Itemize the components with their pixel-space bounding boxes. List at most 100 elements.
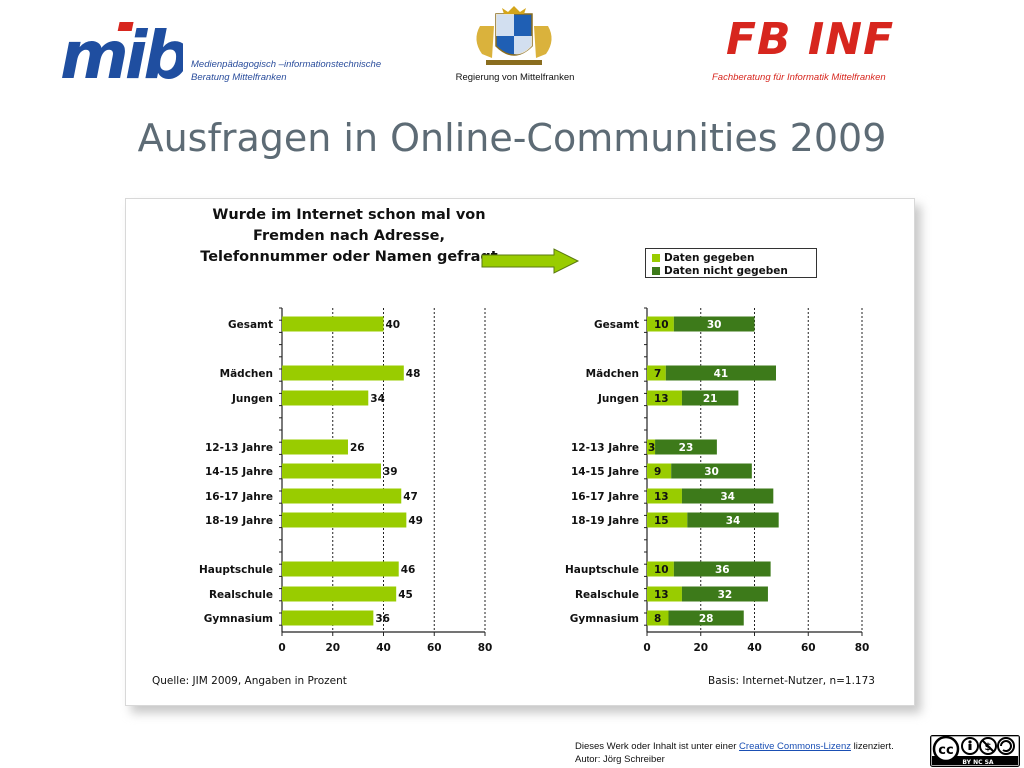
right-bar-value-label: 36 [715, 564, 730, 576]
right-stacked-bar-not-given [681, 586, 768, 602]
author-line: Autor: Jörg Schreiber [575, 754, 665, 765]
left-bar-value-label: 40 [386, 319, 401, 331]
right-x-tick-label: 40 [747, 642, 762, 654]
right-category-label: Hauptschule [565, 564, 639, 576]
right-bar-value-label: 28 [699, 613, 714, 625]
left-x-tick-label: 60 [427, 642, 442, 654]
legend-swatch-given [652, 253, 660, 262]
right-stacked-bar-not-given [673, 561, 771, 577]
right-stacked-bar-not-given [655, 439, 717, 455]
left-category-label: Jungen [231, 393, 273, 405]
left-bar [282, 463, 381, 479]
right-bar-value-label: 34 [720, 491, 735, 503]
right-stacked-bar-given [647, 610, 669, 626]
right-bar-value-label: 9 [654, 466, 661, 478]
license-suffix: lizenziert. [850, 741, 894, 752]
right-bar-value-label: 34 [726, 515, 741, 527]
left-bar-value-label: 34 [370, 393, 385, 405]
right-bar-value-label: 23 [679, 442, 694, 454]
left-bar [282, 610, 374, 626]
right-stacked-bar-given [647, 586, 682, 602]
left-bar-value-label: 36 [375, 613, 390, 625]
left-x-tick-label: 80 [478, 642, 493, 654]
right-category-label: 16-17 Jahre [571, 491, 639, 503]
left-x-tick-label: 40 [376, 642, 391, 654]
left-category-label: Gymnasium [204, 613, 273, 625]
left-bar [282, 586, 397, 602]
mib-logo-accent [117, 22, 134, 31]
right-stacked-bar-not-given [671, 463, 752, 479]
right-stacked-bar-not-given [673, 316, 755, 332]
regierung-label: Regierung von Mittelfranken [455, 72, 575, 83]
left-category-label: 14-15 Jahre [205, 466, 273, 478]
left-bar-value-label: 47 [403, 491, 418, 503]
left-bar [282, 390, 369, 406]
cc-badge-tags: BY NC SA [962, 759, 994, 766]
left-category-label: Realschule [209, 589, 273, 601]
fbinf-subtitle: Fachberatung für Informatik Mittelfranke… [712, 72, 886, 83]
slide-title: Ausfragen in Online-Communities 2009 [137, 116, 887, 160]
right-bar-value-label: 41 [714, 368, 729, 380]
right-category-label: Realschule [575, 589, 639, 601]
right-category-label: Gymnasium [570, 613, 639, 625]
right-bar-value-label: 8 [654, 613, 661, 625]
right-stacked-bar-given [647, 512, 688, 528]
legend-item-not-given: Daten nicht gegeben [652, 264, 788, 277]
left-bar-value-label: 26 [350, 442, 365, 454]
right-stacked-bar-given [647, 316, 674, 332]
right-stacked-bar-given [647, 488, 682, 504]
legend-label-not-given: Daten nicht gegeben [664, 264, 788, 277]
left-bar-value-label: 48 [406, 368, 421, 380]
right-x-tick-label: 80 [855, 642, 870, 654]
left-bar-value-label: 49 [408, 515, 423, 527]
legend-item-given: Daten gegeben [652, 251, 754, 264]
left-bar [282, 488, 402, 504]
right-bar-value-label: 10 [654, 564, 669, 576]
left-category-label: Gesamt [228, 319, 273, 331]
right-x-tick-label: 60 [801, 642, 816, 654]
source-note: Quelle: JIM 2009, Angaben in Prozent [152, 675, 347, 687]
left-bar-value-label: 46 [401, 564, 416, 576]
right-category-label: Gesamt [594, 319, 639, 331]
right-bar-value-label: 21 [703, 393, 718, 405]
right-bar-value-label: 15 [654, 515, 669, 527]
left-category-label: Mädchen [220, 368, 273, 380]
right-stacked-bar-given [647, 390, 682, 406]
chart-card [125, 198, 915, 706]
left-bar [282, 439, 348, 455]
right-category-label: 12-13 Jahre [571, 442, 639, 454]
chart-legend: Daten gegeben Daten nicht gegeben [645, 248, 817, 278]
left-bar [282, 561, 399, 577]
right-stacked-bar-given [647, 463, 672, 479]
mib-logo: mib [60, 20, 183, 84]
left-bar [282, 512, 407, 528]
right-bar-value-label: 10 [654, 319, 669, 331]
right-category-label: Mädchen [586, 368, 639, 380]
chart-question: Wurde im Internet schon mal von Fremden … [200, 207, 498, 265]
cc-badge-text: cc [938, 743, 953, 758]
mib-subtitle: Medienpädagogisch –informationstechnisch… [191, 59, 382, 83]
license-text: Dieses Werk oder Inhalt ist unter einer … [575, 740, 894, 766]
left-category-label: Hauptschule [199, 564, 273, 576]
left-category-label: 16-17 Jahre [205, 491, 273, 503]
fbinf-logo: FB INF [726, 14, 895, 65]
right-stacked-bar-given [647, 439, 656, 455]
right-stacked-bar-not-given [687, 512, 779, 528]
license-link[interactable]: Creative Commons-Lizenz [739, 741, 851, 752]
right-bar-value-label: 3 [648, 442, 655, 454]
coat-of-arms-icon [476, 6, 552, 65]
legend-swatch-not-given [652, 266, 660, 275]
right-bar-value-label: 13 [654, 589, 669, 601]
cc-license-badge-icon: cc $ BY NC SA [930, 735, 1020, 767]
left-x-tick-label: 0 [278, 642, 285, 654]
left-bar [282, 365, 404, 381]
right-stacked-bar-not-given [681, 488, 774, 504]
svg-text:$: $ [985, 742, 992, 753]
right-stacked-bar-not-given [665, 365, 776, 381]
right-x-tick-label: 20 [693, 642, 708, 654]
left-bar [282, 316, 384, 332]
left-x-tick-label: 20 [325, 642, 340, 654]
right-category-label: Jungen [597, 393, 639, 405]
legend-label-given: Daten gegeben [664, 251, 755, 264]
